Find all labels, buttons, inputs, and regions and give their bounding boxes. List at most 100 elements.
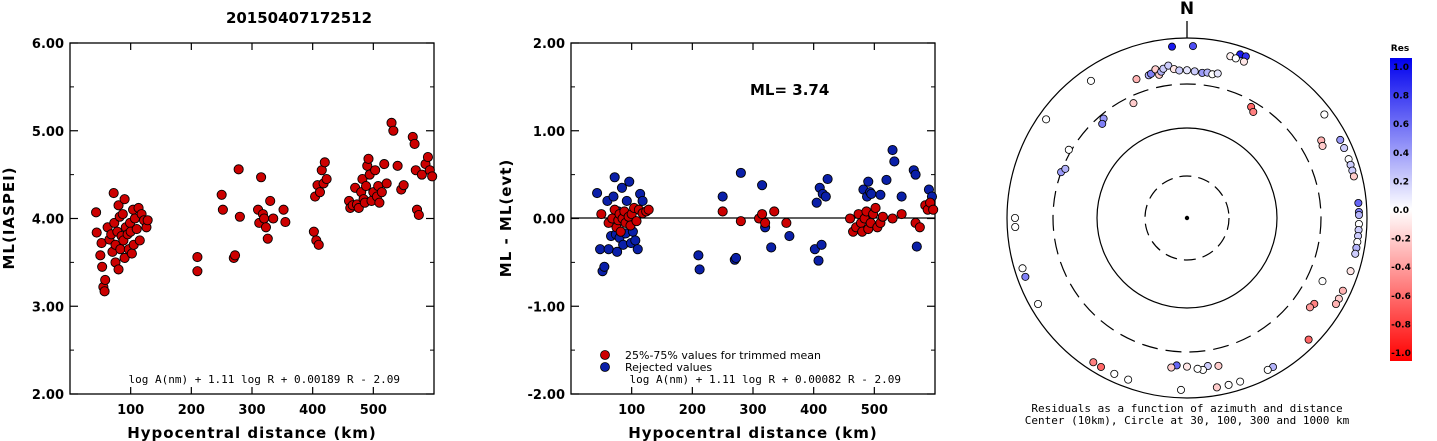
- x-tick-label: 200: [178, 403, 205, 418]
- data-point: [134, 235, 145, 246]
- residual-colorbar: Res 1.0 0.8 0.6 0.4 0.2 0.0 -0.2 -0.4 -0.6 -0.8 -1…: [1390, 44, 1412, 361]
- station-marker: [1320, 110, 1329, 119]
- y-tick-label: -1.00: [528, 300, 565, 315]
- data-point: [229, 250, 241, 261]
- rejected-point: [717, 191, 728, 202]
- data-point: [108, 188, 119, 199]
- data-point: [280, 216, 291, 228]
- station-marker: [1132, 75, 1141, 84]
- data-point: [142, 215, 153, 226]
- trimmed-mean-point: [615, 226, 626, 237]
- rejected-point: [866, 188, 877, 199]
- data-point: [260, 222, 272, 233]
- plot2-x-axis-label: Hypocentral distance (km): [628, 424, 878, 441]
- data-point: [398, 180, 409, 191]
- station-marker: [1168, 42, 1177, 51]
- rejected-point: [694, 264, 705, 275]
- y-tick-label: 1.00: [533, 125, 565, 140]
- data-point: [268, 213, 279, 224]
- station-marker: [1129, 99, 1138, 108]
- data-point: [117, 209, 128, 220]
- station-marker: [1064, 145, 1073, 154]
- data-point: [192, 266, 203, 277]
- trimmed-mean-point: [596, 209, 607, 220]
- rejected-point: [816, 239, 827, 250]
- x-tick-label: 200: [679, 403, 706, 418]
- y-tick-label: 5.00: [32, 125, 64, 140]
- trimmed-mean-point: [928, 204, 939, 215]
- station-marker: [1011, 223, 1020, 232]
- station-marker: [1214, 361, 1223, 370]
- trimmed-mean-point: [643, 204, 654, 215]
- data-point: [91, 227, 102, 238]
- station-marker: [1089, 358, 1098, 367]
- y-tick-label: 2.00: [533, 37, 565, 52]
- trimmed-mean-point: [896, 209, 907, 220]
- data-point: [381, 178, 392, 189]
- rejected-point: [757, 180, 768, 191]
- rejected-point: [624, 176, 635, 187]
- data-point: [265, 195, 276, 206]
- ring-1000km: [1006, 37, 1368, 399]
- station-marker: [1305, 303, 1314, 312]
- plot1-y-axis-label: ML(IASPEI): [0, 166, 18, 269]
- ring-300km: [1052, 83, 1322, 353]
- station-marker: [1176, 385, 1185, 394]
- plot1-x-axis-label: Hypocentral distance (km): [127, 424, 377, 441]
- legend-red-marker: [600, 350, 610, 360]
- station-marker: [1331, 299, 1340, 308]
- data-point: [370, 165, 381, 176]
- ring-100km: [1096, 127, 1278, 309]
- data-point: [413, 209, 424, 221]
- trimmed-mean-point: [914, 222, 925, 233]
- station-marker: [1263, 365, 1272, 374]
- data-point: [119, 252, 130, 264]
- x-tick-label: 100: [117, 403, 144, 418]
- y-tick-label: -2.00: [528, 388, 565, 403]
- data-point: [126, 248, 137, 259]
- station-marker: [1193, 364, 1202, 373]
- data-point: [409, 138, 420, 149]
- data-point: [119, 194, 130, 205]
- data-point: [319, 157, 330, 168]
- trimmed-mean-point: [877, 211, 888, 222]
- x-tick-label: 300: [238, 403, 265, 418]
- data-point: [256, 172, 267, 183]
- x-tick-label: 100: [618, 403, 645, 418]
- data-point: [363, 153, 374, 164]
- rejected-point: [632, 244, 643, 255]
- station-marker: [1354, 210, 1363, 219]
- station-marker: [1213, 69, 1222, 78]
- data-point: [113, 200, 124, 211]
- data-point: [361, 180, 372, 192]
- trimmed-mean-point: [845, 213, 856, 224]
- data-point: [416, 169, 427, 180]
- legend-blue-marker: [600, 362, 610, 372]
- colorbar-label: 1.0: [1393, 63, 1409, 73]
- station-marker: [1212, 383, 1221, 392]
- trimmed-mean-point: [735, 216, 746, 227]
- data-point: [392, 160, 403, 171]
- rejected-point: [630, 235, 641, 246]
- rejected-point: [599, 261, 610, 272]
- data-point: [234, 211, 245, 222]
- ring-30km: [1144, 175, 1230, 261]
- colorbar-label: 0.4: [1393, 149, 1409, 159]
- station-marker: [1318, 141, 1327, 150]
- trimmed-mean-point: [870, 202, 881, 214]
- station-marker: [1018, 264, 1027, 273]
- data-point: [95, 250, 106, 261]
- legend-blue-label: Rejected values: [625, 361, 712, 374]
- data-point: [321, 173, 332, 185]
- plot1-formula: log A(nm) + 1.11 log R + 0.00189 R - 2.0…: [128, 373, 400, 386]
- rejected-point: [592, 188, 603, 199]
- rejected-point: [621, 195, 632, 206]
- plot2-y-axis-label: ML - ML(evt): [497, 159, 515, 277]
- data-point: [313, 239, 324, 250]
- rejected-point: [889, 156, 900, 167]
- rejected-point: [616, 182, 628, 193]
- station-marker: [1110, 369, 1119, 378]
- station-marker: [1034, 299, 1043, 308]
- station-marker: [1061, 164, 1070, 173]
- data-point: [192, 252, 203, 263]
